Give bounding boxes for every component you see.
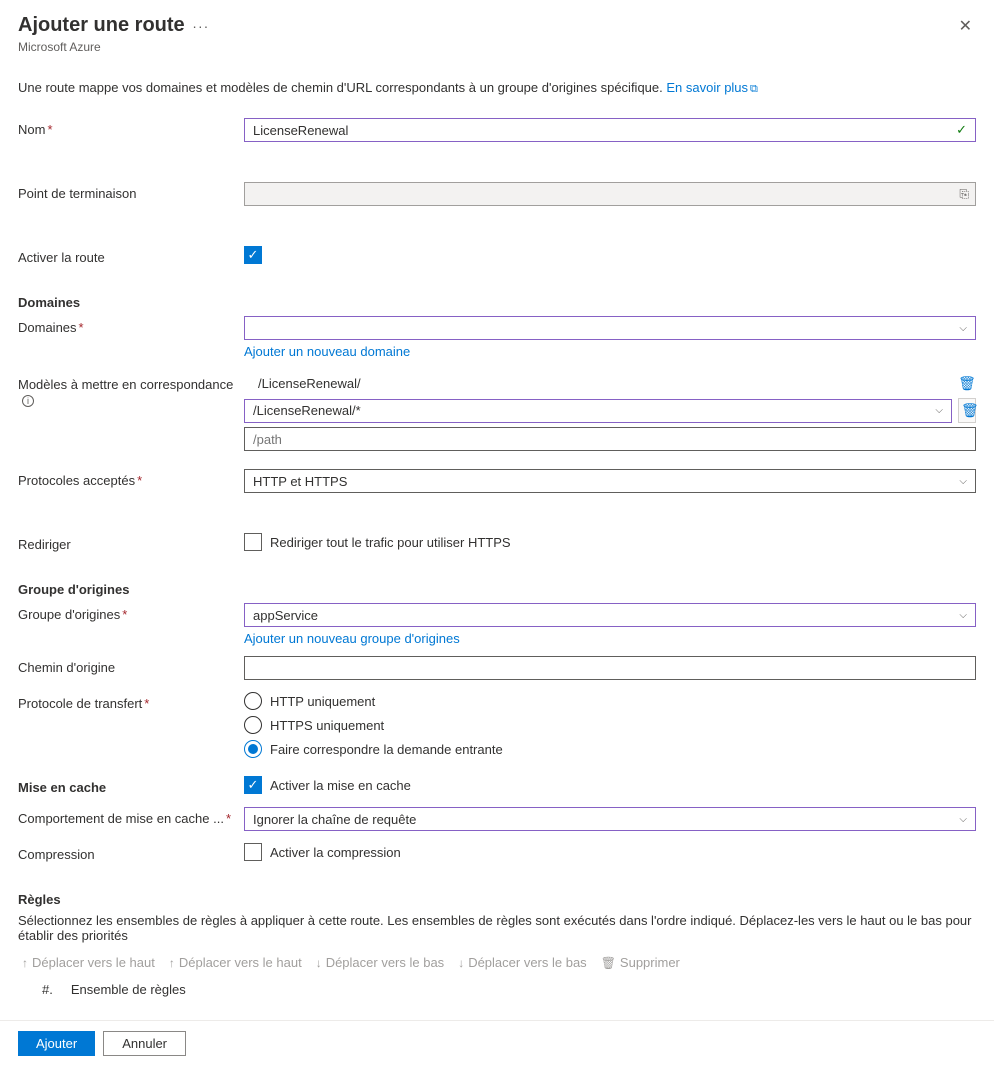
rules-col-number: #. [42, 982, 53, 997]
delete-icon[interactable]: 🗑 [958, 398, 976, 423]
domains-label: Domaines [18, 320, 77, 335]
compression-label: Compression [18, 843, 244, 862]
learn-more-link[interactable]: En savoir plus⧉ [666, 80, 758, 95]
enable-caching-text: Activer la mise en cache [270, 778, 411, 793]
forwarding-protocol-label: Protocole de transfert [18, 696, 142, 711]
required-icon: * [79, 320, 84, 335]
enable-route-label: Activer la route [18, 246, 244, 265]
name-label: Nom [18, 122, 45, 137]
arrow-down-icon: ↓ [316, 956, 322, 970]
origin-path-input[interactable] [244, 656, 976, 680]
radio-match-incoming[interactable]: Faire correspondre la demande entrante [244, 740, 976, 758]
required-icon: * [122, 607, 127, 622]
required-icon: * [47, 122, 52, 137]
more-menu-icon[interactable]: ··· [192, 18, 209, 34]
subtitle: Microsoft Azure [18, 40, 976, 54]
chevron-down-icon: ⌵ [959, 814, 967, 825]
origin-group-select[interactable]: appService ⌵ [244, 603, 976, 627]
copy-icon[interactable]: ⎘ [959, 187, 969, 202]
move-down-button: ↓Déplacer vers le bas [454, 953, 591, 972]
trash-icon: 🗑 [601, 956, 616, 970]
cancel-button[interactable]: Annuler [103, 1031, 186, 1056]
delete-button: 🗑Supprimer [597, 953, 684, 972]
arrow-up-icon: ↑ [22, 956, 28, 970]
endpoint-label: Point de terminaison [18, 182, 244, 201]
radio-http-only[interactable]: HTTP uniquement [244, 692, 976, 710]
accepted-protocols-label: Protocoles acceptés [18, 473, 135, 488]
chevron-down-icon: ⌵ [959, 323, 967, 334]
radio-https-only[interactable]: HTTPS uniquement [244, 716, 976, 734]
rules-description: Sélectionnez les ensembles de règles à a… [18, 913, 976, 943]
add-origin-group-link[interactable]: Ajouter un nouveau groupe d'origines [244, 631, 460, 646]
validation-check-icon: ✓ [956, 122, 967, 138]
add-button[interactable]: Ajouter [18, 1031, 95, 1056]
description-text: Une route mappe vos domaines et modèles … [18, 80, 663, 95]
move-down-button: ↓Déplacer vers le bas [312, 953, 449, 972]
chevron-down-icon: ⌵ [959, 476, 967, 487]
accepted-protocols-select[interactable]: HTTP et HTTPS ⌵ [244, 469, 976, 493]
required-icon: * [226, 811, 231, 826]
caching-behavior-label: Comportement de mise en cache ... [18, 811, 224, 826]
endpoint-field: ⎘ [244, 182, 976, 206]
arrow-up-icon: ↑ [169, 956, 175, 970]
move-up-button: ↑Déplacer vers le haut [18, 953, 159, 972]
close-icon[interactable]: ✕ [955, 14, 976, 38]
origin-group-section-heading: Groupe d'origines [18, 582, 976, 597]
enable-compression-checkbox[interactable] [244, 843, 262, 861]
enable-route-checkbox[interactable]: ✓ [244, 246, 262, 264]
delete-icon[interactable]: 🗑 [958, 375, 976, 392]
info-icon[interactable]: i [22, 395, 34, 407]
name-input[interactable]: LicenseRenewal ✓ [244, 118, 976, 142]
rules-col-ruleset: Ensemble de règles [71, 982, 186, 997]
add-domain-link[interactable]: Ajouter un nouveau domaine [244, 344, 410, 359]
enable-compression-text: Activer la compression [270, 845, 401, 860]
pattern-select[interactable]: /LicenseRenewal/* ⌵ [244, 399, 952, 423]
caching-behavior-select[interactable]: Ignorer la chaîne de requête ⌵ [244, 807, 976, 831]
chevron-down-icon: ⌵ [935, 405, 943, 416]
required-icon: * [144, 696, 149, 711]
origin-path-label: Chemin d'origine [18, 656, 244, 675]
redirect-checkbox[interactable] [244, 533, 262, 551]
patterns-label: Modèles à mettre en correspondance [18, 377, 233, 392]
pattern-input[interactable] [244, 427, 976, 451]
enable-caching-checkbox[interactable]: ✓ [244, 776, 262, 794]
arrow-down-icon: ↓ [458, 956, 464, 970]
required-icon: * [137, 473, 142, 488]
chevron-down-icon: ⌵ [959, 610, 967, 621]
rules-section-heading: Règles [18, 892, 976, 907]
pattern-item: /LicenseRenewal/ [244, 373, 952, 394]
domains-select[interactable]: ⌵ [244, 316, 976, 340]
move-up-button: ↑Déplacer vers le haut [165, 953, 306, 972]
page-title: Ajouter une route [18, 14, 185, 36]
caching-label: Mise en cache [18, 776, 244, 795]
external-link-icon: ⧉ [750, 83, 758, 95]
origin-group-label: Groupe d'origines [18, 607, 120, 622]
redirect-label: Rediriger [18, 533, 244, 552]
domains-section-heading: Domaines [18, 295, 976, 310]
redirect-text: Rediriger tout le trafic pour utiliser H… [270, 535, 511, 550]
